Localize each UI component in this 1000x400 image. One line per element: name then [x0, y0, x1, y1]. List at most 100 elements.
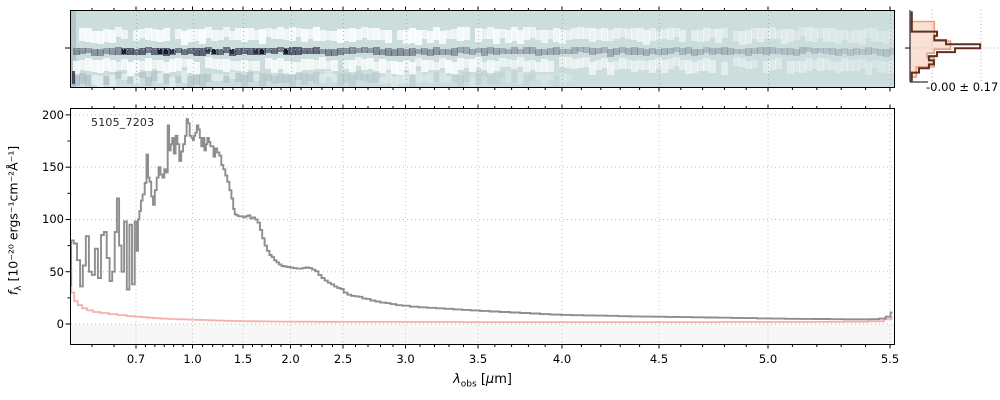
spec2d-white-band: [517, 30, 524, 45]
spec2d-white-band: [637, 28, 644, 43]
spec2d-trace: [307, 47, 314, 55]
spec2d-white-band: [853, 59, 860, 71]
spec2d-white-band: [883, 30, 890, 45]
spec2d-white-band: [385, 29, 392, 43]
error-spectrum-line: [71, 267, 893, 323]
spec2d-white-band: [439, 58, 446, 68]
spec2d-trace-dark-blob: [164, 49, 168, 54]
spec2d-trace: [403, 48, 410, 56]
spec2d-trace: [649, 47, 656, 55]
spec2d-white-band: [313, 27, 320, 42]
x-tick-label: 5.5: [880, 352, 900, 366]
spec2d-gridline: [659, 11, 660, 87]
spec2d-trace: [319, 48, 326, 54]
spec2d-trace: [193, 48, 200, 56]
spec2d-white-band: [523, 27, 530, 41]
spec2d-white-band: [97, 60, 104, 74]
spec2d-shadow-band: [109, 75, 116, 86]
spec2d-white-band: [805, 57, 812, 71]
spec2d-white-band: [79, 28, 86, 42]
spec2d-trace-dark-blob: [158, 49, 162, 54]
spec2d-gridline: [343, 11, 344, 87]
spec2d-white-band: [733, 57, 740, 66]
x-tick-label: 1.5: [233, 352, 253, 366]
spec2d-trace: [841, 48, 848, 54]
spec2d-trace: [685, 47, 692, 54]
spec2d-trace: [115, 47, 122, 55]
spec2d-white-band: [535, 61, 542, 73]
spec2d-white-band: [769, 27, 776, 40]
spec2d-white-band: [787, 60, 794, 75]
spec2d-trace-dark-blob: [212, 49, 216, 54]
spec2d-white-band: [373, 61, 380, 72]
spec2d-white-band: [565, 57, 572, 68]
spec2d-trace: [367, 47, 374, 54]
spec2d-center-line: [71, 49, 894, 50]
spec2d-white-band: [859, 59, 866, 69]
spec2d-shadow-band: [97, 76, 104, 87]
spec2d-trace: [763, 47, 770, 55]
spec2d-white-band: [577, 27, 584, 40]
spec2d-white-band: [541, 59, 548, 72]
spec2d-white-band: [283, 29, 290, 40]
spec2d-white-band: [865, 61, 872, 76]
spec2d-white-band: [841, 57, 848, 71]
spec2d-shadow-band: [91, 75, 98, 86]
spec2d-white-band: [793, 30, 800, 41]
spec2d-trace: [817, 47, 824, 54]
spec2d-white-band: [415, 30, 422, 45]
spec2d-white-band: [829, 60, 836, 72]
spec2d-white-band: [409, 62, 416, 74]
spec2d-trace: [661, 48, 668, 55]
spec2d-shadow-band: [175, 75, 182, 84]
spec2d-white-band: [295, 27, 302, 38]
spec2d-white-band: [91, 59, 98, 73]
spec2d-white-band: [889, 60, 894, 73]
spec2d-trace: [349, 47, 356, 54]
spec2d-white-band: [289, 61, 296, 74]
spec2d-white-band: [409, 28, 416, 43]
spec2d-shadow-band: [397, 76, 404, 85]
spec2d-white-band: [613, 28, 620, 39]
spec2d-shadow-band: [235, 72, 242, 83]
spec2d-white-band: [535, 30, 542, 40]
spec2d-white-band: [799, 61, 806, 74]
spec2d-white-band: [823, 58, 830, 71]
spec2d-white-band: [655, 30, 662, 40]
spec2d-shadow-band: [73, 75, 80, 87]
spec2d-white-band: [457, 27, 464, 41]
spec2d-trace: [823, 47, 830, 54]
spec2d-white-band: [313, 60, 320, 70]
spec2d-white-band: [331, 30, 338, 42]
spec2d-white-band: [775, 29, 782, 40]
spec2d-white-band: [325, 31, 332, 41]
spec2d-white-band: [505, 30, 512, 44]
spec2d-shadow-band: [373, 72, 380, 83]
spec2d-white-band: [397, 29, 404, 41]
spec2d-white-band: [343, 28, 350, 42]
spec2d-trace: [139, 47, 146, 56]
spec2d-shadow-band: [151, 71, 158, 81]
spec2d-trace: [883, 49, 890, 57]
spec2d-white-band: [655, 58, 662, 69]
spec2d-trace: [235, 47, 242, 55]
spec2d-trace: [97, 49, 104, 56]
spec2d-shadow-band: [385, 72, 392, 84]
spec2d-white-band: [739, 58, 746, 68]
spec2d-white-band: [805, 27, 812, 42]
x-tick-label: 2.0: [281, 352, 300, 366]
spec2d-white-band: [121, 29, 128, 40]
spec2d-white-band: [625, 60, 632, 69]
spec2d-white-band: [223, 27, 230, 38]
spec2d-dark-dash: [72, 71, 75, 84]
spec2d-shadow-band: [247, 72, 254, 83]
spec2d-trace: [271, 47, 278, 55]
spec2d-white-band: [739, 30, 746, 45]
spec2d-white-band: [883, 62, 890, 73]
spec2d-trace: [427, 48, 434, 56]
spec2d-white-band: [187, 59, 194, 73]
spec2d-shadow-band: [307, 73, 314, 82]
spec2d-white-band: [163, 61, 170, 73]
spec2d-white-band: [637, 60, 644, 71]
spec2d-trace: [289, 47, 296, 55]
